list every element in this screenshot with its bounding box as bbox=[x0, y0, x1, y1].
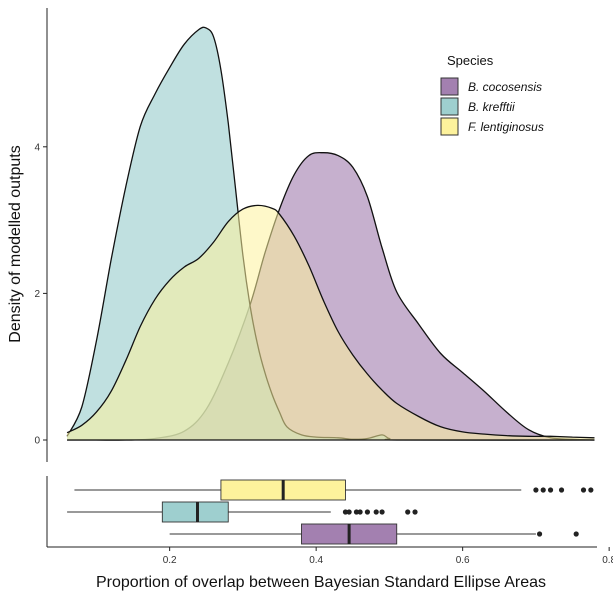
outlier-point bbox=[364, 509, 371, 515]
outlier-point bbox=[588, 487, 594, 493]
outlier-point bbox=[536, 531, 543, 537]
legend-title: Species bbox=[447, 53, 494, 68]
legend-item-f-lentiginosus: F. lentiginosus bbox=[440, 117, 544, 136]
outlier-point bbox=[558, 487, 565, 493]
boxplot-b-krefftii bbox=[67, 501, 418, 523]
density-areas bbox=[66, 26, 595, 441]
outlier-point bbox=[540, 487, 546, 493]
y-tick-label: 4 bbox=[34, 142, 40, 153]
outlier-point bbox=[405, 509, 411, 515]
legend-item-b-krefftii: B. krefftii bbox=[440, 97, 515, 116]
legend-label: F. lentiginosus bbox=[468, 120, 544, 134]
outlier-point bbox=[342, 509, 349, 515]
outlier-point bbox=[573, 531, 579, 537]
boxplot-f-lentiginosus bbox=[74, 479, 594, 501]
outlier-point bbox=[547, 487, 554, 493]
box-iqr bbox=[161, 501, 229, 523]
boxplot-panel bbox=[67, 479, 594, 545]
outlier-point bbox=[412, 509, 418, 515]
outlier-point bbox=[379, 509, 385, 515]
x-tick-label: 0.8 bbox=[602, 555, 613, 566]
legend-label: B. cocosensis bbox=[468, 80, 542, 94]
x-axis-title: Proportion of overlap between Bayesian S… bbox=[96, 574, 546, 591]
legend-item-b-cocosensis: B. cocosensis bbox=[440, 77, 542, 96]
outlier-point bbox=[533, 487, 539, 493]
legend-items: B. cocosensis B. krefftii F. lentiginosus bbox=[440, 77, 544, 136]
x-tick-label: 0.6 bbox=[456, 555, 470, 566]
x-tick-label: 0.4 bbox=[309, 555, 323, 566]
density-line-f-lentiginosus bbox=[66, 204, 595, 439]
legend-label: B. krefftii bbox=[468, 100, 515, 114]
x-axis-ticks: 0.2 0.4 0.6 0.8 bbox=[163, 547, 613, 566]
legend-swatch bbox=[440, 97, 459, 116]
x-tick-label: 0.2 bbox=[163, 555, 177, 566]
y-axis-title: Density of modelled outputs bbox=[7, 145, 24, 342]
outlier-point bbox=[373, 509, 379, 515]
outlier-point bbox=[346, 509, 352, 515]
density-area-b-cocosensis bbox=[67, 152, 595, 441]
y-tick-label: 0 bbox=[34, 436, 40, 447]
legend: Species B. cocosensis B. krefftii F. lenti… bbox=[440, 53, 544, 136]
y-tick-label: 2 bbox=[34, 289, 40, 300]
outlier-point bbox=[357, 509, 363, 515]
outlier-point bbox=[580, 487, 587, 493]
legend-swatch bbox=[440, 117, 459, 136]
outlier-point bbox=[353, 509, 360, 515]
legend-swatch bbox=[440, 77, 459, 96]
boxplot-b-cocosensis bbox=[169, 523, 579, 545]
y-axis-ticks: 0 2 4 bbox=[34, 142, 47, 447]
density-area-f-lentiginosus bbox=[67, 205, 595, 440]
